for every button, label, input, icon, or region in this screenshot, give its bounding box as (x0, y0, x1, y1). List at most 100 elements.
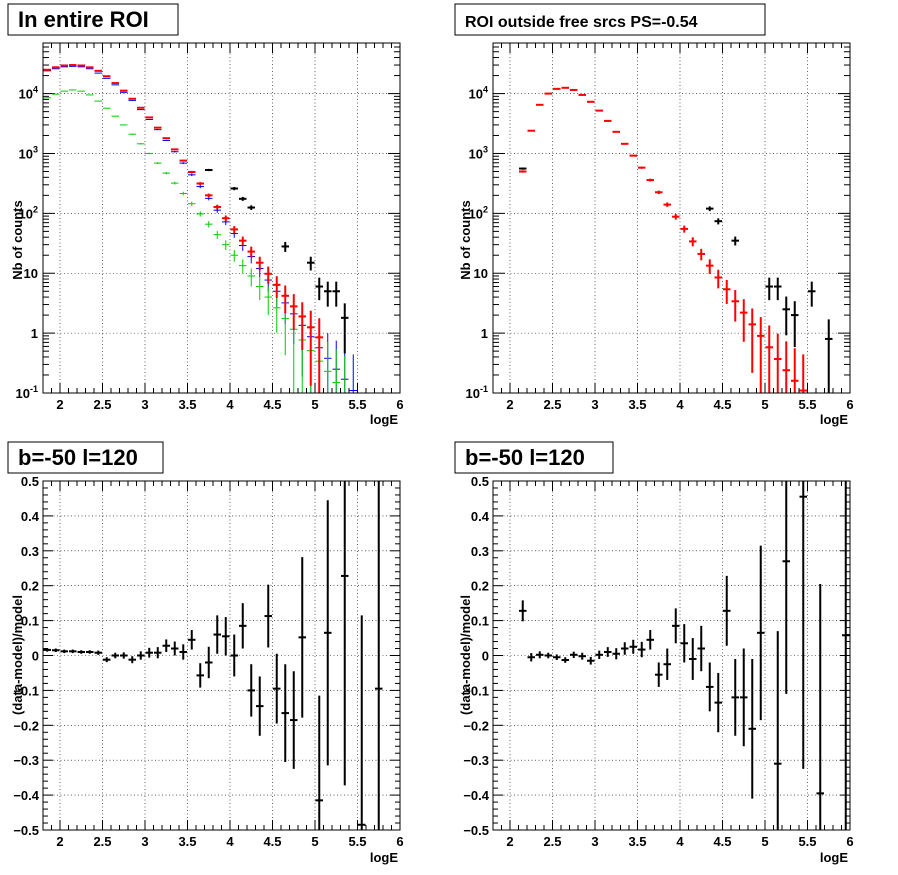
data-point (808, 281, 816, 307)
data-point (672, 608, 680, 644)
x-tick-label: 5 (311, 834, 318, 849)
data-point (298, 302, 306, 351)
data-point (816, 583, 824, 830)
data-point (239, 603, 247, 649)
x-tick-label: 4.5 (263, 834, 281, 849)
data-point (247, 664, 255, 717)
data-point (315, 318, 323, 393)
data-point (782, 341, 790, 393)
data-point (782, 296, 790, 336)
data-point (171, 181, 179, 185)
x-tick-label: 4 (676, 397, 684, 412)
data-point (723, 575, 731, 646)
plot-frame (42, 42, 401, 394)
data-point (137, 106, 145, 109)
data-point (706, 662, 714, 712)
data-point (137, 109, 145, 111)
data-point (799, 354, 807, 393)
data-point (604, 119, 612, 122)
y-axis-label: Nb of counts (458, 200, 473, 279)
data-point (663, 648, 671, 680)
y-tick-label: 104 (19, 85, 38, 102)
data-point (128, 656, 136, 664)
data-point (222, 240, 230, 250)
data-point (273, 295, 281, 333)
data-point (740, 299, 748, 342)
chart-title-box (7, 3, 179, 36)
data-point (578, 652, 586, 660)
data-point (731, 236, 739, 246)
x-tick-label: 2 (56, 834, 63, 849)
chart-title: b=-50 l=120 (18, 445, 138, 470)
y-tick-label: −0.1 (13, 683, 39, 698)
y-tick-label: 0.5 (21, 474, 39, 489)
data-point (791, 301, 799, 348)
y-tick-label: 0.1 (471, 614, 489, 629)
data-point (222, 617, 230, 656)
x-tick-label: 5 (761, 834, 768, 849)
data-point (103, 107, 111, 109)
data-point (638, 641, 646, 658)
data-point (791, 348, 799, 393)
x-tick-label: 2.5 (543, 834, 561, 849)
data-point (188, 170, 196, 174)
data-point (706, 206, 714, 212)
x-tick-label: 6 (846, 397, 853, 412)
y-tick-label: 1 (31, 326, 38, 341)
y-tick-label: 0.4 (21, 509, 40, 524)
chart-title-box (7, 441, 164, 474)
data-point (536, 103, 544, 106)
data-point (162, 639, 170, 653)
data-point (604, 647, 612, 657)
data-point (774, 277, 782, 301)
data-point (111, 115, 119, 117)
series-1 (519, 481, 850, 830)
data-point (341, 481, 349, 786)
x-tick-label: 2 (506, 397, 513, 412)
data-point (162, 171, 170, 175)
data-point (689, 237, 697, 247)
data-point (273, 653, 281, 724)
y-tick-label: 0.3 (21, 544, 39, 559)
data-point (765, 277, 773, 301)
chart-title: ROI outside free srcs PS=-0.54 (465, 14, 698, 31)
x-tick-label: 2.5 (93, 397, 111, 412)
data-point (256, 277, 264, 301)
x-tick-label: 4.5 (713, 834, 731, 849)
x-tick-label: 6 (396, 834, 403, 849)
data-point (527, 129, 535, 132)
data-point (629, 639, 637, 654)
data-point (281, 241, 289, 252)
data-point (273, 276, 281, 298)
data-point (281, 664, 289, 762)
data-point (748, 308, 756, 373)
data-point (205, 221, 213, 228)
y-tick-label: −0.4 (13, 788, 39, 803)
x-tick-label: 3 (141, 397, 148, 412)
data-point (757, 545, 765, 721)
data-point (145, 118, 153, 120)
chart-panel-3: 2 2.5 3 3.5 4 4.5 5 5.5 6 −0.5 −0.4 −0.3 −0.2 −0.1 0 0.… (7, 441, 404, 865)
data-point (69, 649, 77, 654)
data-point (196, 663, 204, 688)
data-point (527, 653, 535, 662)
data-point (536, 651, 544, 659)
data-point (324, 500, 332, 766)
data-point (196, 185, 204, 189)
x-tick-label: 4 (226, 834, 234, 849)
x-tick-label: 5 (761, 397, 768, 412)
data-point (324, 342, 332, 393)
data-point (655, 190, 663, 195)
plot-frame (492, 480, 851, 831)
data-point (264, 266, 272, 284)
data-point (154, 129, 162, 131)
x-tick-label: 2 (506, 834, 513, 849)
data-point (714, 269, 722, 289)
data-point (706, 259, 714, 274)
chart-panel-2: 2 2.5 3 3.5 4 4.5 5 5.5 6 10-1 1 10 102 103 104 logE Nb … (454, 3, 854, 427)
data-point (774, 631, 782, 830)
y-axis-label: (data-model)/model (458, 595, 473, 715)
data-point (43, 97, 51, 99)
x-tick-label: 2 (56, 397, 63, 412)
